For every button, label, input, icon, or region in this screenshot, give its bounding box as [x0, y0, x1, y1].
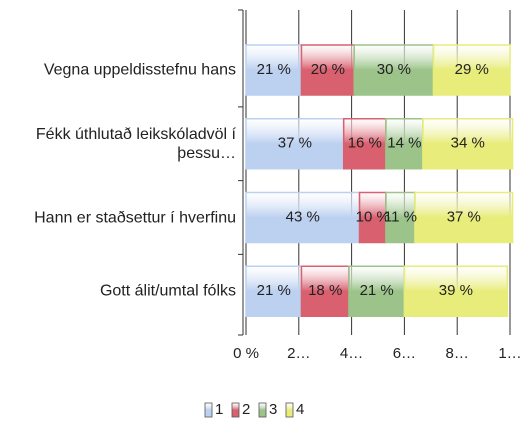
- bar-segment: [348, 265, 406, 317]
- y-tick-label: Vegna uppeldisstefnu hans: [43, 61, 236, 79]
- legend-swatch: [285, 402, 294, 418]
- bar-segment: [300, 265, 350, 317]
- data-label: 21 %: [257, 282, 291, 299]
- data-label: 21 %: [360, 282, 394, 299]
- y-tick-label: Fékk úthlutað leikskóladvöl í þessu…: [35, 125, 236, 162]
- legend-swatch: [258, 402, 267, 418]
- legend-label: 3: [269, 401, 277, 418]
- bar-segment: [403, 265, 509, 317]
- x-tick-label: 0 %: [233, 345, 259, 362]
- legend-label: 4: [296, 401, 304, 418]
- bar-segment: [358, 191, 387, 244]
- legend-label: 1: [215, 401, 223, 418]
- data-label: 29 %: [455, 61, 489, 78]
- data-label: 14 %: [387, 135, 421, 152]
- legend-label: 2: [242, 401, 250, 418]
- bar-segment: [300, 44, 355, 96]
- data-label: 37 %: [278, 135, 312, 152]
- data-label: 10 %: [356, 208, 390, 225]
- bar-segment: [353, 44, 435, 96]
- data-label: 20 %: [311, 61, 345, 78]
- bar-segment: [245, 44, 303, 96]
- x-tick-label: 1…: [498, 345, 521, 362]
- data-label: 39 %: [439, 282, 473, 299]
- data-label: 21 %: [257, 61, 291, 78]
- legend-swatch: [231, 402, 240, 418]
- data-label: 34 %: [451, 135, 485, 152]
- bar-segment: [414, 191, 514, 244]
- data-label: 16 %: [348, 135, 382, 152]
- x-tick-label: 8…: [446, 345, 469, 362]
- x-tick-label: 2…: [287, 345, 310, 362]
- bar-segment: [422, 118, 514, 170]
- bar-segment: [432, 44, 511, 96]
- y-tick-label: Hann er staðsettur í hverfinu: [34, 209, 236, 226]
- x-tick-label: 4…: [340, 345, 363, 362]
- bar-segment: [245, 265, 303, 317]
- data-label: 30 %: [377, 61, 411, 78]
- data-label: 11 %: [384, 208, 417, 225]
- bar-segment: [385, 118, 424, 170]
- bar-segment: [245, 118, 345, 170]
- data-label: 37 %: [447, 208, 481, 225]
- bar-segment: [342, 118, 387, 170]
- data-label: 18 %: [308, 282, 342, 299]
- x-tick-label: 6…: [393, 345, 416, 362]
- legend-swatch: [204, 402, 213, 418]
- data-label: 43 %: [286, 208, 320, 225]
- y-tick-label: Gott álit/umtal fólks: [99, 282, 236, 300]
